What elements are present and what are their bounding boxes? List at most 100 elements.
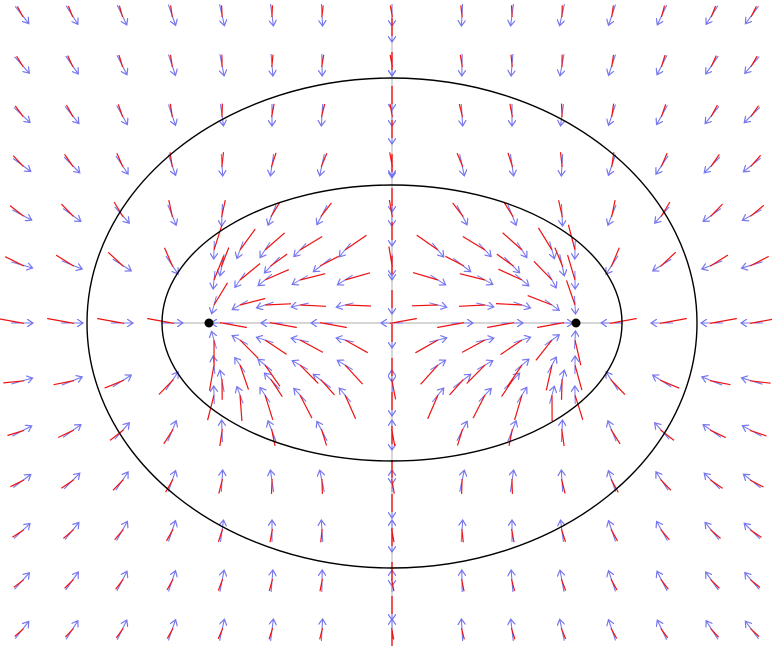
- tensor-segment: [487, 322, 515, 329]
- tensor-segment: [507, 152, 514, 168]
- tensor-segment: [472, 394, 486, 419]
- tensor-segment: [611, 103, 615, 118]
- tensor-segment: [7, 429, 25, 437]
- tensor-segment: [660, 54, 666, 68]
- tensor-segment: [213, 255, 225, 281]
- tensor-segment: [510, 627, 516, 640]
- tensor-segment: [165, 479, 174, 493]
- tensor-segment: [217, 528, 224, 542]
- tensor-segment: [749, 255, 769, 267]
- tensor-segment: [503, 201, 514, 218]
- tensor-segment: [565, 280, 576, 306]
- tensor-segment: [389, 103, 393, 118]
- tensor-segment: [660, 104, 667, 118]
- tensor-segment: [611, 5, 614, 18]
- tensor-segment: [166, 579, 174, 591]
- tensor-segment: [219, 428, 223, 447]
- tensor-segment: [116, 152, 124, 168]
- tensor-segment: [461, 478, 463, 494]
- left-focus-point: [204, 318, 214, 328]
- tensor-segment: [460, 5, 463, 18]
- tensor-segment: [545, 364, 553, 391]
- tensor-segment: [710, 529, 721, 539]
- tensor-segment: [574, 394, 584, 420]
- right-focus-point: [571, 318, 581, 328]
- tensor-segment: [321, 478, 323, 494]
- tensor-segment: [610, 247, 620, 268]
- tensor-segment: [109, 429, 124, 441]
- tensor-segment: [271, 428, 276, 447]
- tensor-segment: [12, 155, 24, 167]
- tensor-segment: [239, 297, 266, 306]
- tensor-segment: [64, 579, 74, 589]
- tensor-segment: [388, 199, 393, 218]
- tensor-segment: [319, 578, 323, 592]
- tensor-segment: [459, 54, 463, 68]
- tensor-segment: [67, 55, 74, 68]
- tensor-segment: [321, 54, 325, 68]
- tensor-segment: [321, 5, 324, 18]
- tensor-segment: [537, 227, 553, 251]
- tensor-segment: [461, 528, 464, 543]
- tensor-segment: [165, 529, 174, 542]
- tensor-segment: [456, 152, 464, 168]
- tensor-segment: [344, 304, 372, 307]
- tensor-segment: [506, 364, 523, 387]
- tensor-segment: [456, 428, 464, 446]
- tensor-segment: [412, 272, 439, 281]
- tensor-segment: [710, 628, 720, 638]
- tensor-segment: [10, 479, 25, 488]
- tensor-segment: [511, 528, 515, 543]
- tensor-segment: [61, 479, 74, 489]
- tensor-segment: [560, 627, 567, 640]
- tensor-segment: [660, 429, 675, 441]
- tensor-segment: [509, 103, 513, 118]
- tensor-segment: [660, 152, 668, 168]
- tensor-segment: [660, 479, 672, 491]
- tensor-segment: [611, 54, 615, 68]
- tensor-segment: [750, 154, 762, 167]
- tensor-segment: [220, 247, 230, 268]
- tensor-segment: [660, 251, 677, 267]
- tensor-segment: [445, 255, 465, 267]
- tensor-segment: [299, 235, 323, 251]
- tensor-segment: [319, 627, 324, 640]
- tensor-segment: [221, 103, 223, 118]
- tensor-segment: [709, 380, 731, 386]
- tensor-segment: [561, 428, 565, 447]
- tensor-segment: [750, 204, 765, 217]
- tensor-segment: [344, 364, 364, 385]
- tensor-segment: [319, 255, 339, 267]
- tensor-segment: [264, 339, 287, 355]
- tensor-segment: [13, 579, 24, 588]
- tensor-segment: [750, 6, 757, 18]
- tensor-segment: [55, 254, 75, 267]
- tensor-segment: [170, 5, 173, 18]
- tensor-segment: [163, 247, 174, 268]
- tensor-segment: [64, 154, 74, 167]
- tensor-segment: [749, 380, 771, 384]
- tensor-segment: [97, 317, 125, 324]
- tensor-segment: [213, 282, 229, 306]
- tensor-segment: [264, 394, 274, 420]
- tensor-segment: [65, 104, 74, 118]
- tensor-segment: [610, 428, 621, 445]
- tensor-segment: [53, 380, 75, 386]
- tensor-segment: [271, 5, 274, 18]
- tensor-segment: [452, 202, 464, 217]
- tensor-segment: [269, 528, 273, 543]
- tensor-segment: [12, 529, 25, 538]
- tensor-segment: [458, 103, 464, 118]
- tensor-segment: [710, 203, 724, 217]
- tensor-segment: [466, 364, 486, 384]
- tensor-segment: [239, 394, 243, 421]
- tensor-segment: [420, 364, 439, 385]
- tensor-segment: [458, 304, 486, 307]
- tensor-segment: [495, 303, 523, 306]
- tensor-segment: [610, 528, 619, 542]
- tensor-segment: [118, 54, 124, 68]
- tensor-segment: [270, 378, 283, 398]
- tensor-segment: [218, 478, 224, 494]
- tensor-segment: [389, 317, 417, 324]
